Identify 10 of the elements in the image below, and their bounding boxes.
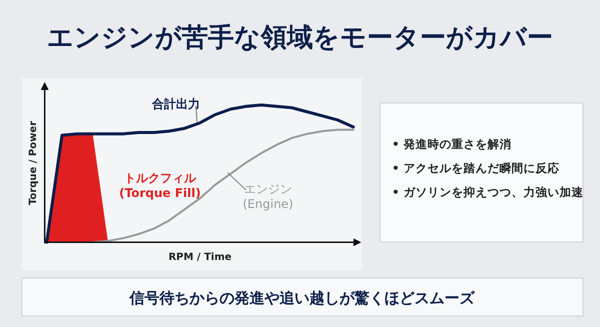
x-axis-title: RPM / Time [168,252,232,263]
text: • アクセルを踏んだ瞬間に反応 [392,161,560,175]
chart-title: エンジンが苦手な領域をモーターがカバー [47,23,553,53]
text: • ガソリンを抑えつつ、力強い加速 [392,185,584,199]
text: • 発進時の重さを解消 [392,137,512,151]
series-label: トルクフィル (Torque Fill) [119,171,201,200]
series-label: 合計出力 [151,97,200,111]
y-axis-title: Torque / Power [28,120,39,206]
text: 信号待ちからの発進や追い越しが驚くほどスムーズ [128,289,476,307]
series-label: エンジン (Engine) [242,182,294,211]
